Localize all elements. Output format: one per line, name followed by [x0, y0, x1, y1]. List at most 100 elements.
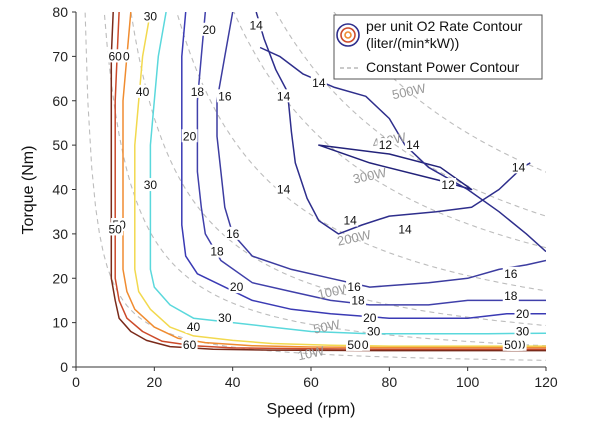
contour-line-18: [196, 12, 546, 306]
power-contour-label: 200W: [336, 227, 373, 249]
power-contour-label: 300W: [351, 165, 388, 187]
y-ticks: 0 10 20 30 40 50 60 70 80: [52, 4, 76, 375]
contour-label: 14: [277, 89, 291, 103]
x-tick-label: 0: [72, 374, 80, 390]
contour-label-bg: [228, 280, 245, 294]
contour-label: 16: [347, 280, 361, 294]
contour-label-bg: [502, 289, 519, 302]
contour-label-bg: [181, 337, 198, 351]
contour-label: 30: [367, 325, 381, 339]
contour-label-bg: [502, 266, 519, 280]
power-contour-label: 500W: [391, 80, 428, 102]
contour-label-bg: [361, 311, 378, 325]
contour-label-bg: [209, 244, 225, 258]
contour-label: 20: [230, 280, 244, 294]
x-axis-title: Speed (rpm): [267, 401, 356, 418]
contour-label-bg: [107, 49, 124, 63]
contour-label-bg: [189, 84, 206, 98]
contour-label: 20: [202, 23, 216, 37]
contour-label-bg: [377, 138, 394, 152]
contour-labels: 10W50W100W200W300W400W500W12121414141414…: [107, 9, 531, 363]
contour-label-bg: [185, 320, 202, 334]
contour-label-bg: [350, 293, 366, 307]
contour-label: 60: [183, 338, 197, 352]
contour-label-bg: [142, 9, 159, 23]
contour-label: 14: [249, 18, 263, 32]
contour-label: 14: [398, 222, 412, 236]
legend-contour-sublabel: (liter/(min*kW)): [366, 35, 459, 51]
contour-line-30: [149, 12, 546, 335]
contour-label: 14: [343, 214, 357, 228]
contour-line-20: [181, 12, 546, 319]
y-tick-label: 20: [52, 270, 68, 286]
contour-label: 50: [504, 338, 518, 352]
contour-label-bg: [275, 182, 292, 196]
power-contour-400w: [275, 12, 546, 217]
contour-label: 14: [277, 183, 291, 197]
contour-line-70: [110, 12, 546, 352]
y-tick-label: 30: [52, 226, 68, 242]
power-contour-50w: [103, 12, 546, 347]
y-tick-label: 0: [60, 359, 68, 375]
contour-label: 50: [108, 222, 122, 236]
contour-line-14: [255, 12, 531, 235]
contour-label: 14: [406, 138, 420, 152]
contour-label: 40: [187, 320, 201, 334]
contour-label: 14: [512, 160, 526, 174]
y-axis-title: Torque (Nm): [20, 146, 37, 235]
contour-label: 40: [136, 85, 150, 99]
contour-label: 18: [191, 85, 205, 99]
y-tick-label: 10: [52, 315, 68, 331]
contour-line-50: [122, 12, 546, 349]
x-ticks: 0 20 40 60 80 100 120: [72, 367, 558, 390]
power-contour-label: 100W: [316, 280, 353, 302]
legend-contour-label: per unit O2 Rate Contour: [366, 18, 523, 34]
contour-label-bg: [201, 22, 218, 36]
y-tick-label: 80: [52, 4, 68, 20]
contour-label-bg: [397, 222, 413, 236]
contour-label: 30: [218, 311, 232, 325]
contour-label: 12: [441, 178, 455, 192]
x-tick-label: 120: [534, 374, 558, 390]
legend: per unit O2 Rate Contour (liter/(min*kW)…: [333, 14, 543, 80]
legend-box: [333, 14, 543, 80]
contour-label: 30: [144, 9, 158, 23]
contour-label-bg: [134, 84, 151, 98]
legend-power-label: Constant Power Contour: [366, 59, 520, 75]
x-tick-label: 80: [382, 374, 398, 390]
contour-label-bg: [216, 89, 233, 103]
contour-label-bg: [224, 226, 241, 240]
y-tick-label: 50: [52, 137, 68, 153]
contour-label: 16: [504, 267, 518, 281]
contour-label-bg: [365, 324, 382, 338]
contour-label: 16: [226, 227, 240, 241]
contour-label-bg: [142, 178, 159, 192]
x-tick-label: 100: [456, 374, 480, 390]
power-contour-100w: [130, 12, 546, 327]
contour-label: 14: [312, 76, 326, 90]
contour-label: 12: [379, 138, 393, 152]
x-tick-label: 60: [303, 374, 319, 390]
power-contour-label: 50W: [312, 316, 342, 336]
contour-label: 30: [144, 178, 158, 192]
contour-label-bg: [346, 280, 363, 294]
contour-label: 60: [108, 49, 122, 63]
x-tick-label: 40: [225, 374, 241, 390]
contour-label: 16: [218, 89, 232, 103]
contour-label-bg: [502, 337, 519, 351]
y-tick-label: 70: [52, 48, 68, 64]
contour-label: 18: [351, 293, 365, 307]
contour-line-16: [216, 12, 546, 288]
contour-label: 20: [363, 311, 377, 325]
power-contour-label: 10W: [296, 343, 326, 363]
contour-line-12: [318, 144, 473, 191]
contour-label-bg: [514, 306, 531, 320]
contour-label-bg: [181, 129, 198, 143]
contour-label: 18: [504, 289, 518, 303]
contour-label-bg: [107, 222, 124, 236]
contour-line-60: [114, 12, 546, 351]
x-tick-label: 20: [147, 374, 163, 390]
contour-label-bg: [510, 160, 527, 174]
contour-label: 50: [347, 338, 361, 352]
